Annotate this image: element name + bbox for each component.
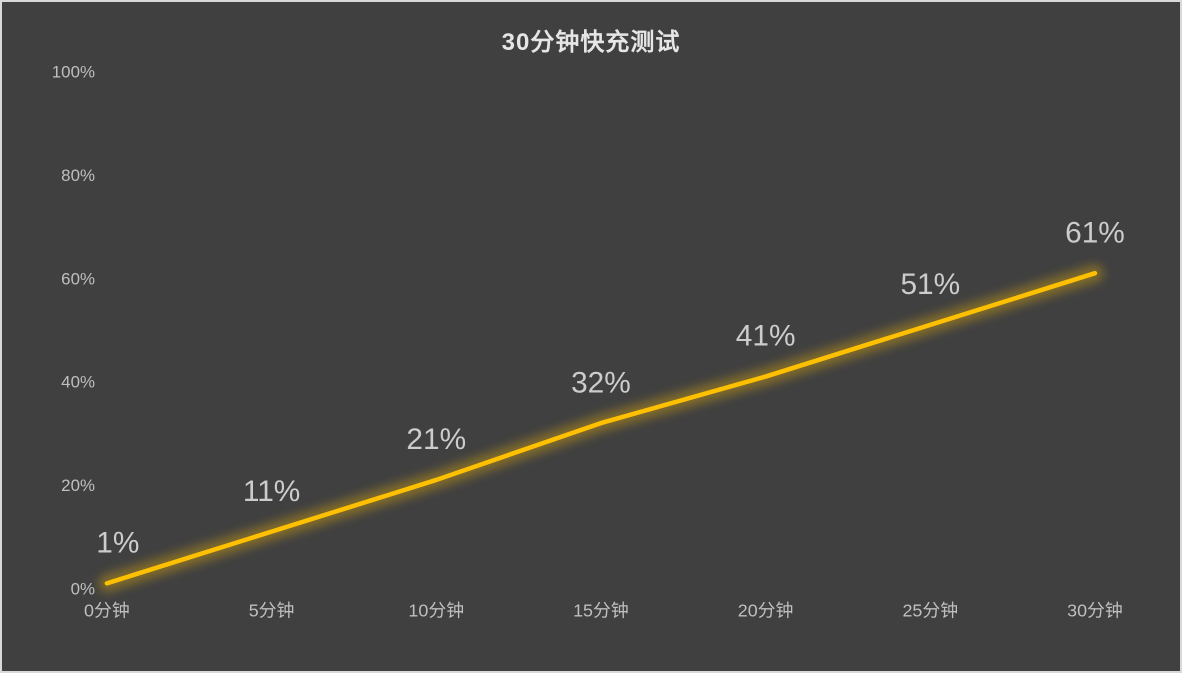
data-label: 11% (243, 475, 300, 508)
x-axis-tick: 25分钟 (902, 600, 958, 620)
y-axis-tick: 100% (52, 63, 95, 82)
x-axis-tick: 10分钟 (408, 600, 464, 620)
x-axis-tick: 20分钟 (738, 600, 794, 620)
x-axis-tick: 0分钟 (84, 600, 130, 620)
series-line (104, 270, 1098, 586)
y-axis-tick: 60% (61, 269, 95, 288)
data-label: 41% (736, 320, 796, 353)
y-axis-tick: 0% (71, 579, 95, 598)
data-label: 32% (571, 366, 631, 399)
data-label: 21% (406, 423, 466, 456)
x-axis-tick: 15分钟 (573, 600, 629, 620)
x-axis-tick: 30分钟 (1067, 600, 1123, 620)
y-axis-tick: 20% (61, 476, 95, 495)
data-label: 51% (900, 268, 960, 301)
x-axis-tick: 5分钟 (249, 600, 295, 620)
y-axis-tick: 80% (61, 166, 95, 185)
data-label: 61% (1065, 216, 1125, 249)
chart-title: 30分钟快充测试 (501, 29, 681, 56)
data-label: 1% (96, 527, 139, 560)
y-axis-tick: 40% (61, 373, 95, 392)
